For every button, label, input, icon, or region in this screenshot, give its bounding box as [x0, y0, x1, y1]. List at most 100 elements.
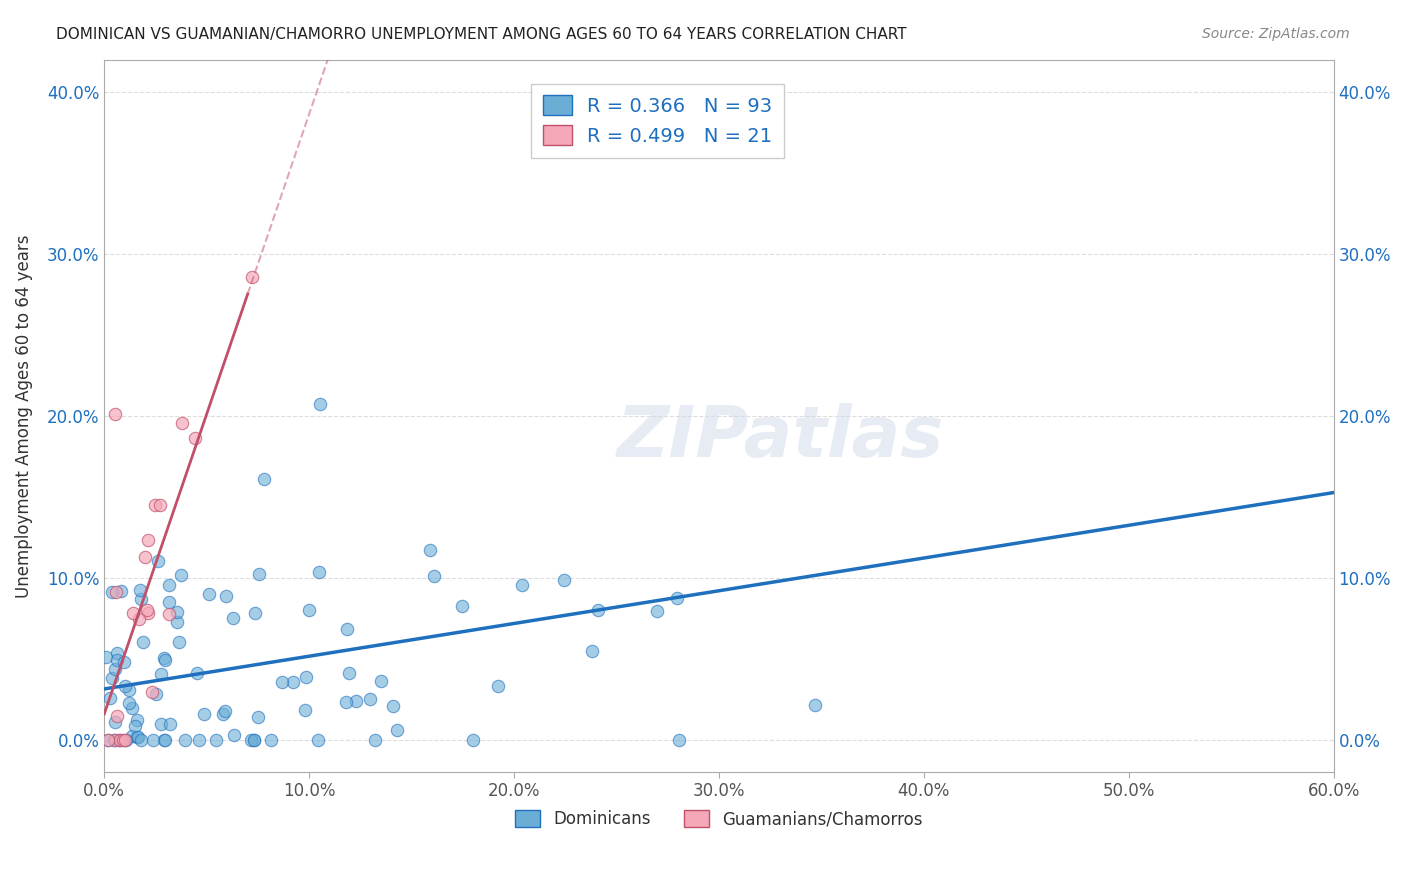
Point	[127, 713, 149, 727]
Point	[153, 732, 176, 747]
Point	[97, 732, 120, 747]
Point	[665, 591, 688, 606]
Point	[96, 649, 118, 664]
Point	[110, 584, 132, 599]
Point	[110, 732, 132, 747]
Point	[97, 732, 120, 747]
Text: Source: ZipAtlas.com: Source: ZipAtlas.com	[1202, 27, 1350, 41]
Point	[295, 670, 318, 684]
Point	[142, 732, 165, 747]
Point	[166, 606, 188, 620]
Point	[103, 732, 125, 747]
Point	[647, 134, 669, 148]
Point	[121, 729, 143, 743]
Point	[114, 732, 136, 747]
Point	[170, 568, 193, 582]
Point	[127, 730, 149, 744]
Point	[104, 715, 127, 730]
Point	[298, 602, 321, 616]
Point	[157, 578, 180, 592]
Point	[382, 699, 405, 714]
Y-axis label: Unemployment Among Ages 60 to 64 years: Unemployment Among Ages 60 to 64 years	[15, 234, 32, 598]
Point	[294, 703, 316, 717]
Point	[118, 682, 141, 697]
Point	[124, 719, 146, 733]
Point	[174, 732, 197, 747]
Point	[240, 270, 263, 285]
Point	[553, 573, 575, 587]
Point	[127, 730, 149, 744]
Point	[136, 607, 159, 621]
Point	[149, 666, 172, 681]
Point	[157, 607, 180, 621]
Point	[283, 674, 305, 689]
Point	[198, 587, 221, 601]
Point	[581, 644, 603, 658]
Point	[155, 653, 177, 667]
Point	[104, 732, 127, 747]
Point	[215, 589, 238, 603]
Point	[122, 606, 145, 620]
Point	[309, 396, 332, 410]
Point	[148, 554, 170, 568]
Point	[141, 685, 163, 699]
Point	[114, 732, 136, 747]
Point	[129, 591, 152, 606]
Point	[243, 606, 266, 620]
Point	[259, 732, 281, 747]
Point	[184, 431, 207, 445]
Point	[166, 615, 188, 630]
Point	[155, 732, 177, 747]
Point	[370, 673, 392, 688]
Point	[246, 710, 269, 724]
Point	[104, 585, 127, 599]
Point	[247, 567, 270, 582]
Point	[149, 717, 172, 731]
Point	[114, 679, 136, 693]
Point	[105, 708, 128, 723]
Point	[136, 533, 159, 547]
Point	[104, 407, 127, 421]
Point	[170, 417, 193, 431]
Point	[143, 499, 166, 513]
Point	[149, 498, 172, 512]
Point	[419, 543, 441, 558]
Point	[188, 732, 211, 747]
Point	[803, 698, 825, 713]
Point	[240, 732, 263, 747]
Point	[308, 565, 330, 579]
Point	[214, 704, 236, 718]
Point	[114, 655, 136, 669]
Point	[385, 723, 408, 737]
Point	[451, 599, 474, 614]
Point	[463, 732, 485, 747]
Point	[211, 707, 233, 722]
Point	[205, 732, 228, 747]
Point	[108, 732, 131, 747]
Point	[243, 732, 266, 747]
Point	[359, 692, 381, 706]
Point	[253, 472, 276, 486]
Point	[121, 701, 143, 715]
Text: ZIPatlas: ZIPatlas	[617, 402, 943, 472]
Point	[129, 583, 152, 598]
Point	[186, 666, 208, 681]
Point	[645, 604, 668, 618]
Point	[486, 679, 509, 693]
Point	[132, 634, 155, 648]
Point	[112, 732, 135, 747]
Point	[145, 687, 167, 701]
Point	[128, 612, 150, 626]
Point	[307, 732, 329, 747]
Point	[101, 671, 124, 685]
Point	[167, 635, 190, 649]
Point	[152, 651, 174, 665]
Legend: Dominicans, Guamanians/Chamorros: Dominicans, Guamanians/Chamorros	[509, 804, 929, 835]
Point	[105, 646, 128, 660]
Point	[105, 653, 128, 667]
Point	[134, 549, 156, 564]
Point	[242, 732, 264, 747]
Point	[157, 595, 180, 609]
Point	[101, 585, 124, 599]
Point	[129, 732, 152, 747]
